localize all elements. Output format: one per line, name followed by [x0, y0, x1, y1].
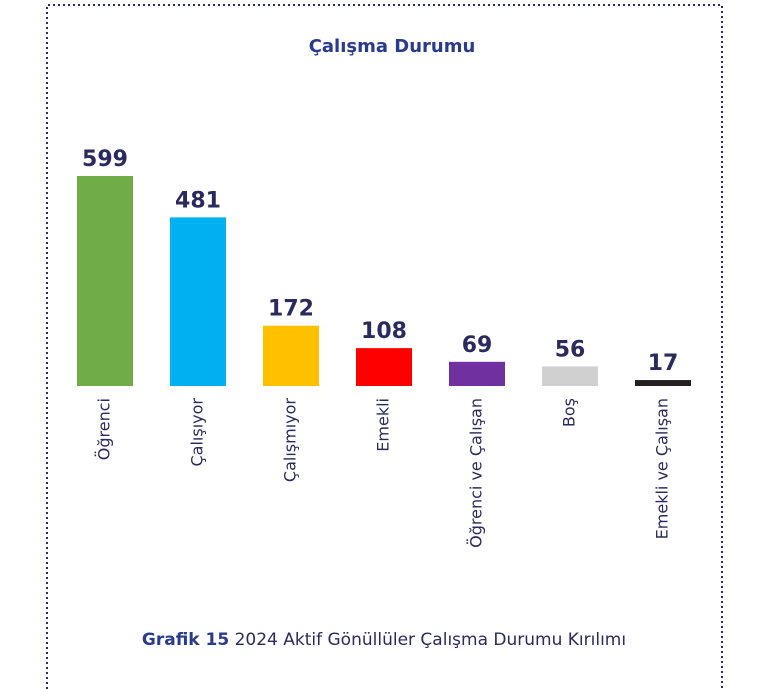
value-label: 599 [82, 147, 128, 172]
value-label: 481 [175, 188, 221, 213]
value-label: 69 [462, 333, 493, 358]
value-label: 17 [648, 351, 679, 376]
bar [635, 380, 691, 386]
value-label: 172 [268, 297, 314, 322]
caption: Grafik 15 2024 Aktif Gönüllüler Çalışma … [142, 630, 626, 650]
x-tick-label: Öğrenci ve Çalışan [467, 398, 486, 548]
x-tick-label: Emekli ve Çalışan [653, 398, 672, 539]
caption-text: 2024 Aktif Gönüllüler Çalışma Durumu Kır… [235, 630, 627, 650]
bar [542, 366, 598, 386]
x-tick-label: Çalışıyor [188, 398, 207, 467]
chart-title: Çalışma Durumu [309, 36, 476, 57]
x-tick-label: Emekli [374, 398, 393, 452]
bar [449, 361, 505, 386]
value-label: 56 [555, 337, 586, 362]
x-tick-label: Çalışmıyor [281, 398, 300, 482]
x-tick-label: Boş [560, 398, 579, 427]
bar [263, 325, 319, 386]
bar [77, 176, 133, 386]
bar [356, 348, 412, 386]
x-tick-label: Öğrenci [95, 398, 114, 460]
value-label: 108 [361, 319, 407, 344]
bar [170, 217, 226, 386]
frame [46, 4, 723, 689]
caption-label: Grafik 15 [142, 630, 229, 650]
